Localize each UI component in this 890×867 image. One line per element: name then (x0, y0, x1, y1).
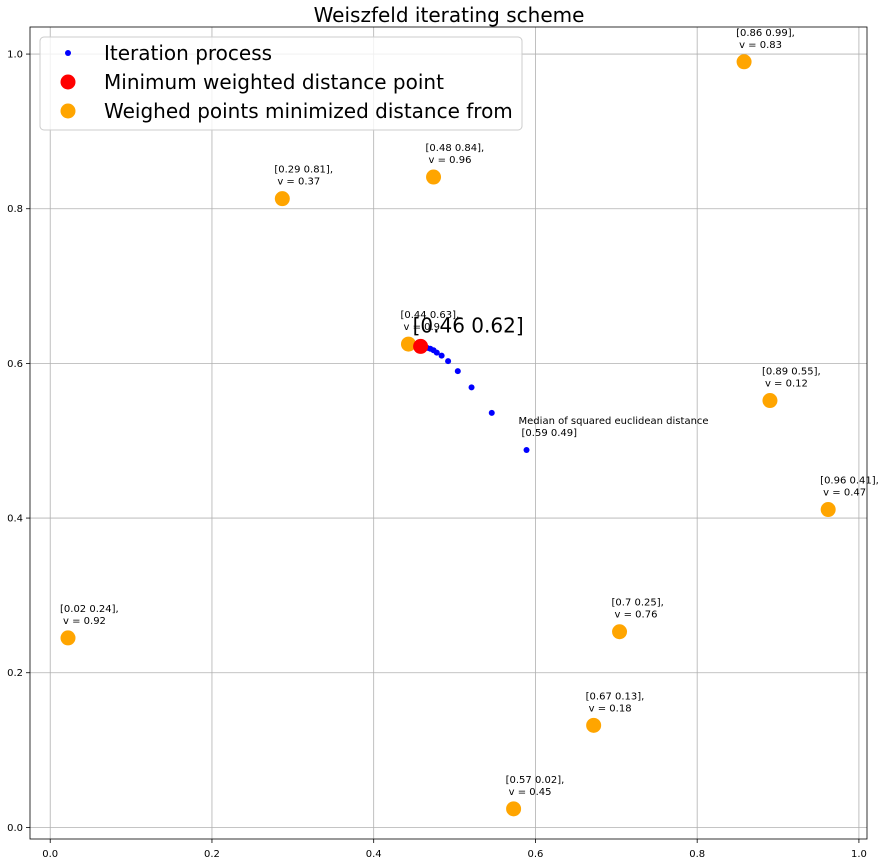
iteration-point (454, 368, 461, 375)
weighted-point-weight: v = 0.92 (63, 616, 106, 627)
weighted-point-label: [0.7 0.25], (612, 598, 664, 609)
y-tick-label: 1.0 (7, 50, 23, 61)
weighted-point (612, 624, 628, 640)
weighted-point-label: [0.57 0.02], (506, 775, 565, 786)
weighted-point-weight: v = 0.37 (277, 177, 320, 188)
y-tick-label: 0.4 (7, 514, 23, 525)
legend-marker (60, 74, 76, 90)
x-tick-label: 0.8 (689, 849, 705, 860)
x-tick-label: 0.0 (42, 849, 58, 860)
iteration-point (468, 384, 475, 391)
weighted-point-label: [0.89 0.55], (762, 367, 821, 378)
weighted-point (400, 336, 416, 352)
legend-label: Iteration process (104, 41, 272, 65)
iteration-point (488, 409, 495, 416)
y-tick-label: 0.2 (7, 668, 23, 679)
weighted-point-label: [0.67 0.13], (586, 691, 645, 702)
minimum-point (413, 338, 429, 354)
x-tick-label: 0.6 (527, 849, 543, 860)
minimum-point-annotation: [0.46 0.62] (413, 313, 524, 337)
weighted-point (762, 393, 778, 409)
weighted-point (506, 801, 522, 817)
weighted-point-weight: v = 0.18 (589, 703, 632, 714)
weighted-point-weight: v = 0.47 (823, 488, 866, 499)
plot-frame (29, 26, 868, 840)
weighted-point-label: [0.44 0.63], (400, 310, 459, 321)
chart-title: Weiszfeld iterating scheme (314, 3, 585, 27)
axis-ticks: 0.0 0.2 0.4 0.6 0.8 1.0 0.0 0.2 0.4 0.6 0.8 1.0 (7, 50, 867, 860)
annotations: [0.86 0.99],v = 0.83 [0.48 0.84],v = 0.96… (60, 28, 879, 798)
legend-label: Minimum weighted distance point (104, 70, 444, 94)
weighted-point-label: [0.48 0.84], (426, 143, 485, 154)
weighted-point-label: [0.86 0.99], (736, 28, 795, 39)
y-tick-label: 0.0 (7, 823, 23, 834)
weighted-point-label: [0.96 0.41], (820, 476, 879, 487)
weighted-point (820, 502, 836, 518)
weighted-point (586, 717, 602, 733)
weighted-point (60, 630, 76, 646)
weighted-point-weight: v = 0.9 (403, 322, 440, 333)
weighted-point-weight: v = 0.96 (429, 155, 472, 166)
legend-marker (60, 103, 76, 119)
legend-box (39, 36, 523, 131)
legend-label: Weighed points minimized distance from (104, 99, 513, 123)
y-tick-label: 0.6 (7, 359, 23, 370)
x-tick-label: 0.4 (366, 849, 382, 860)
weighted-point-weight: v = 0.76 (615, 610, 658, 621)
plot-marks (60, 54, 836, 817)
x-tick-label: 1.0 (851, 849, 867, 860)
weighted-point-weight: v = 0.12 (765, 379, 808, 390)
legend-marker (65, 50, 71, 56)
weighted-point (426, 169, 442, 185)
x-tick-label: 0.2 (204, 849, 220, 860)
weighted-point-label: [0.29 0.81], (274, 165, 333, 176)
start-point-coordinates: [0.59 0.49] (522, 428, 578, 439)
weighted-point-weight: v = 0.83 (739, 40, 782, 51)
iteration-point (523, 447, 530, 454)
iteration-point (445, 358, 452, 365)
weighted-point (736, 54, 752, 70)
weighted-point-label: [0.02 0.24], (60, 604, 119, 615)
start-point-annotation: Median of squared euclidean distance (519, 416, 709, 427)
legend: Iteration process Minimum weighted distan… (39, 36, 523, 131)
weighted-point-weight: v = 0.45 (509, 787, 552, 798)
y-tick-label: 0.8 (7, 204, 23, 215)
weighted-point (274, 191, 290, 207)
iteration-point (438, 352, 445, 359)
